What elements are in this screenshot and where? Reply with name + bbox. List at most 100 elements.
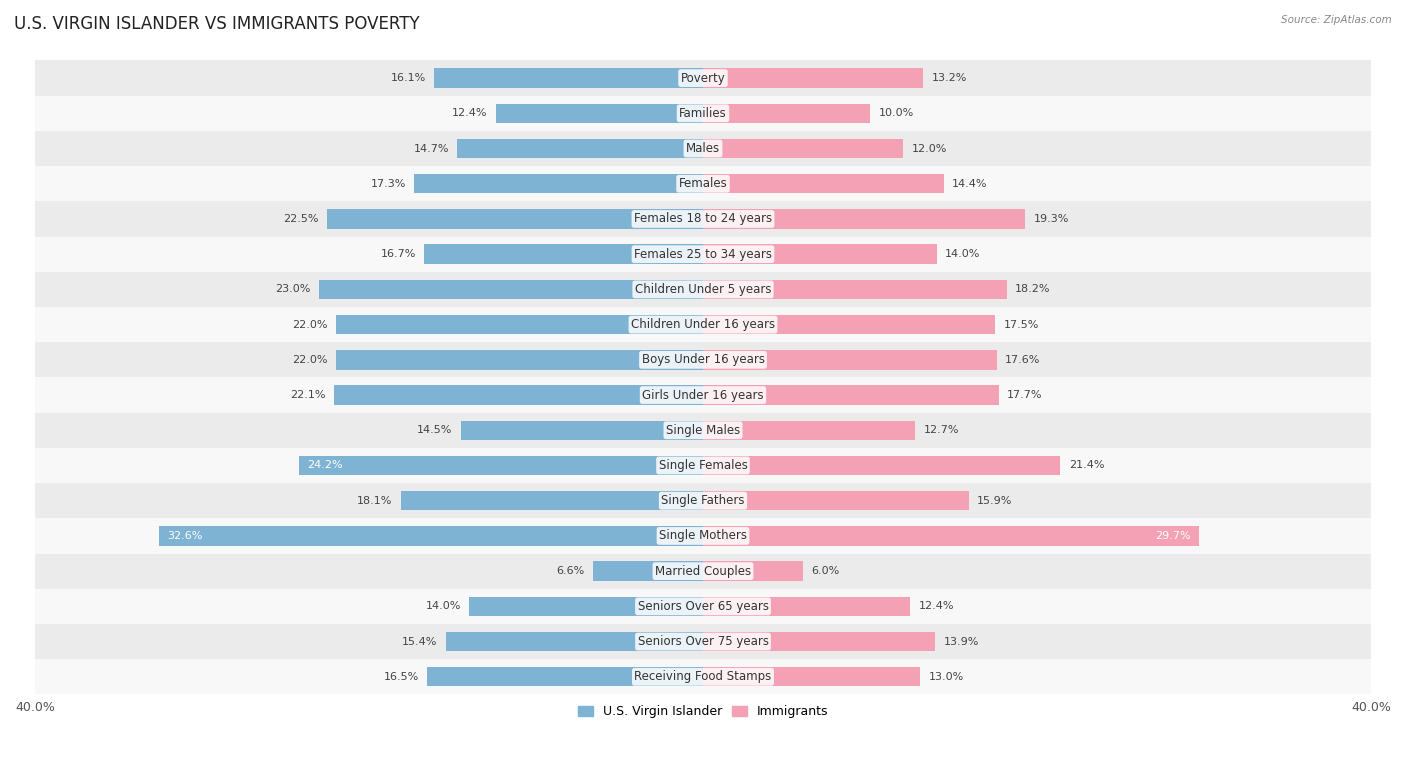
Text: 21.4%: 21.4% [1069, 461, 1104, 471]
Bar [413, 174, 703, 193]
Bar [703, 385, 998, 405]
Text: 12.0%: 12.0% [911, 143, 948, 154]
Text: Receiving Food Stamps: Receiving Food Stamps [634, 670, 772, 683]
Text: 6.6%: 6.6% [557, 566, 585, 576]
Bar [461, 421, 703, 440]
Bar [434, 68, 703, 88]
Text: Females 18 to 24 years: Females 18 to 24 years [634, 212, 772, 225]
Bar [703, 526, 1199, 546]
Bar [593, 562, 703, 581]
Text: Single Fathers: Single Fathers [661, 494, 745, 507]
Text: 22.5%: 22.5% [284, 214, 319, 224]
Text: 14.5%: 14.5% [418, 425, 453, 435]
Bar [703, 421, 915, 440]
Bar [457, 139, 703, 158]
Text: 16.7%: 16.7% [381, 249, 416, 259]
Text: 29.7%: 29.7% [1156, 531, 1191, 541]
Text: Girls Under 16 years: Girls Under 16 years [643, 389, 763, 402]
Bar [35, 483, 1371, 518]
Text: U.S. VIRGIN ISLANDER VS IMMIGRANTS POVERTY: U.S. VIRGIN ISLANDER VS IMMIGRANTS POVER… [14, 15, 419, 33]
Bar [35, 518, 1371, 553]
Bar [35, 166, 1371, 202]
Text: 32.6%: 32.6% [167, 531, 202, 541]
Text: 16.1%: 16.1% [391, 73, 426, 83]
Bar [703, 632, 935, 651]
Text: 17.7%: 17.7% [1007, 390, 1042, 400]
Text: Single Females: Single Females [658, 459, 748, 472]
Text: Males: Males [686, 142, 720, 155]
Text: Children Under 5 years: Children Under 5 years [634, 283, 772, 296]
Bar [35, 659, 1371, 694]
Text: 13.9%: 13.9% [943, 637, 979, 647]
Text: 10.0%: 10.0% [879, 108, 914, 118]
Legend: U.S. Virgin Islander, Immigrants: U.S. Virgin Islander, Immigrants [572, 700, 834, 723]
Text: 14.0%: 14.0% [945, 249, 980, 259]
Text: Seniors Over 65 years: Seniors Over 65 years [637, 600, 769, 613]
Text: 15.4%: 15.4% [402, 637, 437, 647]
Bar [703, 562, 803, 581]
Text: Seniors Over 75 years: Seniors Over 75 years [637, 635, 769, 648]
Bar [703, 104, 870, 123]
Text: 14.4%: 14.4% [952, 179, 987, 189]
Bar [425, 245, 703, 264]
Text: 13.0%: 13.0% [928, 672, 963, 681]
Text: 6.0%: 6.0% [811, 566, 839, 576]
Bar [299, 456, 703, 475]
Text: 18.1%: 18.1% [357, 496, 392, 506]
Bar [703, 139, 904, 158]
Bar [35, 236, 1371, 272]
Text: 15.9%: 15.9% [977, 496, 1012, 506]
Bar [35, 589, 1371, 624]
Bar [446, 632, 703, 651]
Bar [703, 245, 936, 264]
Text: 17.6%: 17.6% [1005, 355, 1040, 365]
Bar [703, 491, 969, 510]
Text: Families: Families [679, 107, 727, 120]
Bar [35, 96, 1371, 131]
Bar [703, 280, 1007, 299]
Bar [35, 448, 1371, 483]
Text: Married Couples: Married Couples [655, 565, 751, 578]
Bar [35, 342, 1371, 377]
Bar [35, 553, 1371, 589]
Bar [703, 315, 995, 334]
Bar [496, 104, 703, 123]
Text: 22.0%: 22.0% [291, 320, 328, 330]
Bar [703, 174, 943, 193]
Text: 14.0%: 14.0% [426, 601, 461, 612]
Text: 19.3%: 19.3% [1033, 214, 1069, 224]
Bar [703, 456, 1060, 475]
Text: 16.5%: 16.5% [384, 672, 419, 681]
Text: 18.2%: 18.2% [1015, 284, 1050, 294]
Text: 17.3%: 17.3% [370, 179, 406, 189]
Text: Poverty: Poverty [681, 71, 725, 85]
Text: 12.4%: 12.4% [453, 108, 488, 118]
Bar [159, 526, 703, 546]
Text: 22.1%: 22.1% [290, 390, 326, 400]
Text: 22.0%: 22.0% [291, 355, 328, 365]
Bar [703, 597, 910, 616]
Bar [401, 491, 703, 510]
Bar [328, 209, 703, 229]
Bar [35, 202, 1371, 236]
Bar [336, 315, 703, 334]
Bar [35, 307, 1371, 342]
Text: Females: Females [679, 177, 727, 190]
Bar [35, 131, 1371, 166]
Text: 14.7%: 14.7% [413, 143, 449, 154]
Text: Females 25 to 34 years: Females 25 to 34 years [634, 248, 772, 261]
Bar [35, 624, 1371, 659]
Bar [703, 350, 997, 369]
Bar [703, 667, 920, 687]
Bar [35, 377, 1371, 412]
Bar [35, 61, 1371, 96]
Text: Single Males: Single Males [666, 424, 740, 437]
Text: 12.4%: 12.4% [918, 601, 953, 612]
Bar [427, 667, 703, 687]
Text: Source: ZipAtlas.com: Source: ZipAtlas.com [1281, 15, 1392, 25]
Text: Boys Under 16 years: Boys Under 16 years [641, 353, 765, 366]
Bar [703, 209, 1025, 229]
Text: 24.2%: 24.2% [307, 461, 343, 471]
Text: 23.0%: 23.0% [276, 284, 311, 294]
Bar [35, 412, 1371, 448]
